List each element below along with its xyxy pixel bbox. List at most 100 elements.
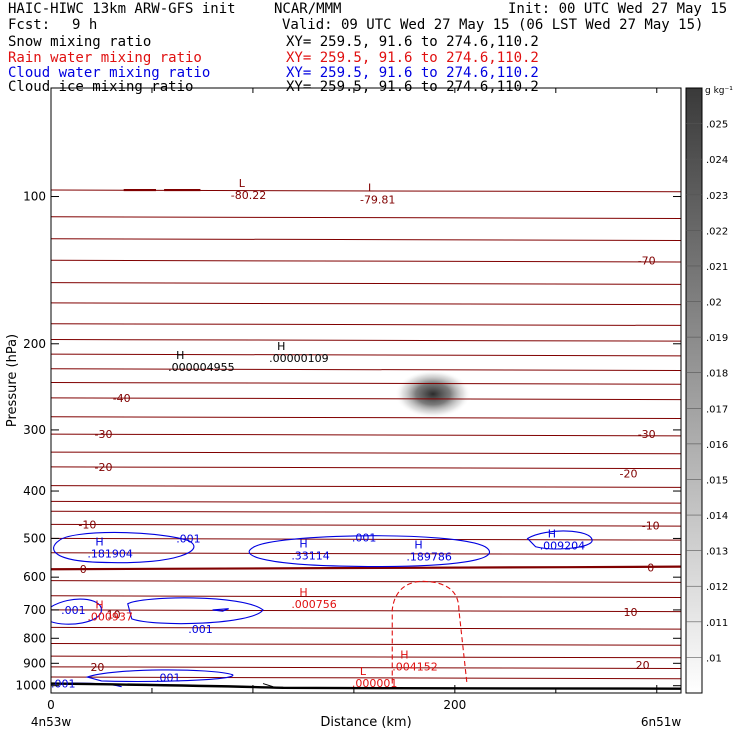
colorbar-tick-label: .024	[706, 155, 728, 166]
high-marker: H	[299, 537, 307, 550]
isotherm-label: -70	[638, 254, 656, 267]
cloud-water-contour	[248, 535, 491, 568]
isotherm-line	[51, 485, 681, 488]
isotherm-line	[51, 609, 681, 613]
isotherm-line	[51, 655, 681, 659]
isotherm-line	[51, 259, 681, 263]
isotherm-line	[51, 238, 681, 241]
high-marker: H	[95, 598, 103, 611]
low-marker: L	[360, 665, 367, 678]
isotherm-line	[51, 397, 681, 401]
isotherm-line	[51, 595, 681, 598]
x-tick-label: 200	[443, 698, 466, 712]
isotherm-label: -30	[638, 428, 656, 441]
cloud-water-contour	[85, 669, 234, 682]
isotherm-label: -10	[78, 518, 96, 531]
field-name-cloud-water: Cloud water mixing ratio	[8, 65, 211, 81]
extremum-value: .000001	[352, 677, 398, 690]
colorbar-tick-label: .014	[706, 511, 728, 522]
colorbar-tick-label: .01	[706, 653, 722, 664]
valid-time: Valid: 09 UTC Wed 27 May 15 (06 LST Wed …	[282, 17, 704, 33]
isotherm-label: -30	[95, 428, 113, 441]
isotherm-line	[51, 302, 681, 306]
isotherm-label: -10	[642, 519, 660, 532]
isotherm-label: 10	[624, 606, 638, 619]
extremum-value: .00000109	[269, 352, 329, 365]
extremum-value: .33114	[291, 549, 330, 562]
high-marker: H	[548, 528, 556, 541]
x-tick-label: 0	[47, 698, 55, 712]
isotherm-label: 20	[636, 659, 650, 672]
forecast-hours: 9 h	[72, 17, 98, 33]
extremum-value: .181904	[87, 547, 133, 560]
high-marker: H	[299, 586, 307, 599]
isotherm-line	[51, 500, 681, 504]
cloud-water-contour	[51, 598, 103, 625]
extremum-value: .000756	[291, 598, 337, 611]
forecast-label: Fcst:	[8, 17, 51, 33]
high-marker: H	[277, 340, 285, 353]
colorbar-tick-label: .02	[706, 298, 722, 309]
colorbar-tick-label: .012	[706, 582, 728, 593]
terrain-surface	[50, 682, 682, 690]
field-xy-cloud-ice: XY= 259.5, 91.6 to 274.6,110.2	[286, 79, 539, 95]
isotherm-line	[51, 537, 681, 541]
left-endpoint-label: 4n53w	[31, 715, 72, 729]
rain-water-contours	[391, 580, 468, 684]
isotherm-line	[51, 323, 681, 326]
colorbar-unit: g kg⁻¹	[705, 86, 733, 96]
y-tick-label: 800	[23, 631, 46, 645]
extremum-value: -79.81	[360, 193, 395, 206]
plot-frame	[50, 87, 682, 694]
isotherm-line	[51, 523, 681, 527]
contour-value-label: .001	[176, 532, 201, 545]
isotherm-line	[51, 451, 681, 455]
isotherm-line	[51, 580, 681, 583]
isotherm-line	[51, 510, 681, 514]
contour-value-label: .001	[156, 671, 181, 684]
y-tick-label: 500	[23, 531, 46, 545]
contour-value-label: .001	[61, 604, 86, 617]
freezing-level-line	[51, 565, 681, 571]
isotherm-line	[51, 382, 681, 385]
field-xy-cloud-water: XY= 259.5, 91.6 to 274.6,110.2	[286, 65, 539, 81]
colorbar-tick-label: .021	[706, 262, 728, 273]
temperature-contours	[51, 188, 681, 680]
colorbar-tick-label: .025	[706, 120, 728, 131]
extremum-value: .000937	[87, 610, 133, 623]
isotherm-line	[51, 353, 681, 357]
y-tick-label: 600	[23, 570, 46, 584]
isotherm-label: -20	[95, 461, 113, 474]
contour-value-label: .001	[51, 678, 76, 691]
isotherm-line	[51, 368, 681, 371]
extremum-value: -80.22	[231, 189, 266, 202]
isotherm-line	[51, 416, 681, 419]
extremum-value: .189786	[406, 551, 452, 564]
isotherm-label: -20	[620, 467, 638, 480]
colorbar-tick-label: .019	[706, 333, 728, 344]
field-xy-rain: XY= 259.5, 91.6 to 274.6,110.2	[286, 50, 539, 66]
colorbar-tick-label: .018	[706, 369, 728, 380]
y-tick-label: 700	[23, 603, 46, 617]
low-marker: L	[368, 181, 375, 194]
colorbar: .01 .011 .012 .013 .014 .015 .016 .017 .018 .019.…	[685, 86, 733, 694]
rain-water-contour	[391, 580, 468, 684]
isotherm-line	[51, 643, 681, 646]
cloud-water-contour	[127, 597, 264, 625]
mixing-ratio-shading	[395, 370, 471, 418]
colorbar-tick-label: .017	[706, 404, 728, 415]
low-marker: L	[239, 177, 246, 190]
extremum-value: .009204	[540, 540, 586, 553]
contour-value-label: .001	[352, 532, 377, 545]
isotherm-line	[51, 552, 681, 556]
cloud-water-contour	[526, 530, 593, 550]
colorbar-tick-label: .023	[706, 191, 728, 202]
y-tick-label: 400	[23, 484, 46, 498]
colorbar-tick-label: .015	[706, 475, 728, 486]
isotherm-line	[51, 466, 681, 470]
chart-title: HAIC-HIWC 13km ARW-GFS init	[8, 1, 236, 17]
isotherm-line	[51, 676, 681, 680]
field-name-rain: Rain water mixing ratio	[8, 50, 202, 66]
